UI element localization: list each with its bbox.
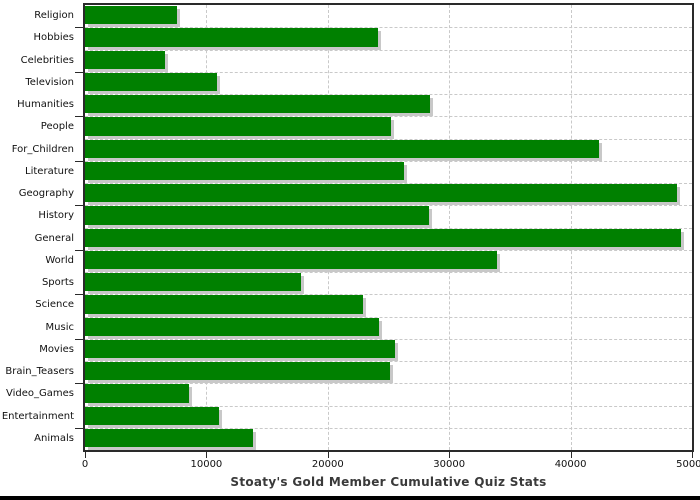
- horizontal-gridline: [85, 116, 692, 118]
- x-tick-mark: [449, 452, 451, 458]
- bar-sports: [85, 273, 302, 292]
- y-axis-label-hobbies: Hobbies: [33, 32, 74, 44]
- x-tick-mark: [692, 452, 693, 458]
- y-axis-label-animals: Animals: [34, 432, 74, 444]
- y-axis-label-television: Television: [25, 76, 74, 88]
- bar-animals: [85, 428, 253, 447]
- bar-history: [85, 206, 429, 225]
- x-axis-tick-label: 0: [81, 459, 89, 470]
- y-tick-mark: [75, 205, 83, 207]
- horizontal-gridline: [85, 249, 692, 251]
- y-tick-mark: [75, 27, 83, 29]
- bar-literature: [85, 161, 405, 180]
- horizontal-gridline: [85, 405, 692, 407]
- x-tick-mark: [85, 452, 86, 458]
- horizontal-gridline: [85, 316, 692, 318]
- y-axis-label-history: History: [38, 210, 74, 222]
- horizontal-gridline: [85, 205, 692, 207]
- bar-television: [85, 72, 218, 91]
- x-axis-tick-label: 20000: [311, 459, 344, 470]
- y-axis-label-geography: Geography: [18, 188, 74, 200]
- bar-geography: [85, 184, 678, 203]
- plot-area: [83, 3, 694, 452]
- y-axis-label-music: Music: [45, 321, 74, 333]
- x-axis-tick-label: 40000: [554, 459, 587, 470]
- horizontal-gridline: [85, 27, 692, 29]
- x-tick-mark: [206, 452, 208, 458]
- y-axis-label-for-children: For_Children: [11, 143, 74, 155]
- x-tick-mark: [570, 452, 572, 458]
- bar-celebrities: [85, 50, 166, 69]
- bar-brain-teasers: [85, 362, 390, 381]
- y-tick-mark: [75, 116, 83, 118]
- horizontal-gridline: [85, 338, 692, 340]
- y-tick-mark: [75, 160, 83, 162]
- y-axis-label-humanities: Humanities: [17, 99, 74, 111]
- bar-world: [85, 250, 497, 269]
- horizontal-gridline: [85, 49, 692, 51]
- y-tick-mark: [75, 338, 83, 340]
- y-tick-mark: [75, 294, 83, 296]
- horizontal-gridline: [85, 294, 692, 296]
- y-tick-mark: [75, 427, 83, 429]
- y-axis-label-religion: Religion: [34, 10, 74, 22]
- y-tick-mark: [75, 71, 83, 73]
- y-axis-label-entertainment: Entertainment: [1, 410, 74, 422]
- bar-entertainment: [85, 406, 219, 425]
- y-axis-label-people: People: [40, 121, 74, 133]
- y-axis-label-science: Science: [35, 299, 74, 311]
- x-axis-tick-label: 50000: [676, 459, 700, 470]
- horizontal-gridline: [85, 138, 692, 140]
- x-axis-tick-label: 30000: [433, 459, 466, 470]
- y-axis-label-sports: Sports: [41, 277, 74, 289]
- horizontal-gridline: [85, 160, 692, 162]
- horizontal-gridline: [85, 71, 692, 73]
- y-tick-mark: [75, 383, 83, 385]
- bar-video-games: [85, 384, 190, 403]
- bar-music: [85, 317, 379, 336]
- bar-general: [85, 228, 682, 247]
- y-axis-label-world: World: [45, 254, 74, 266]
- bottom-border-bar: [0, 496, 700, 500]
- chart-title: Stoaty's Gold Member Cumulative Quiz Sta…: [230, 475, 547, 489]
- x-axis-tick-label: 10000: [190, 459, 223, 470]
- y-tick-mark: [75, 249, 83, 251]
- horizontal-gridline: [85, 383, 692, 385]
- horizontal-gridline: [85, 272, 692, 273]
- bar-movies: [85, 339, 395, 358]
- bar-people: [85, 117, 391, 136]
- y-axis-label-brain-teasers: Brain_Teasers: [5, 366, 74, 378]
- bar-humanities: [85, 95, 430, 114]
- x-tick-mark: [327, 452, 329, 458]
- y-axis-label-video-games: Video_Games: [6, 388, 74, 400]
- horizontal-gridline: [85, 227, 692, 229]
- y-axis-label-general: General: [34, 232, 74, 244]
- horizontal-gridline: [85, 427, 692, 429]
- horizontal-gridline: [85, 183, 692, 184]
- y-axis-label-celebrities: Celebrities: [20, 54, 74, 66]
- bar-religion: [85, 6, 178, 25]
- y-axis-label-movies: Movies: [39, 343, 74, 355]
- bar-hobbies: [85, 28, 378, 47]
- horizontal-gridline: [85, 361, 692, 362]
- y-axis-label-literature: Literature: [25, 165, 74, 177]
- bar-science: [85, 295, 363, 314]
- horizontal-gridline: [85, 94, 692, 95]
- bar-for-children: [85, 139, 599, 158]
